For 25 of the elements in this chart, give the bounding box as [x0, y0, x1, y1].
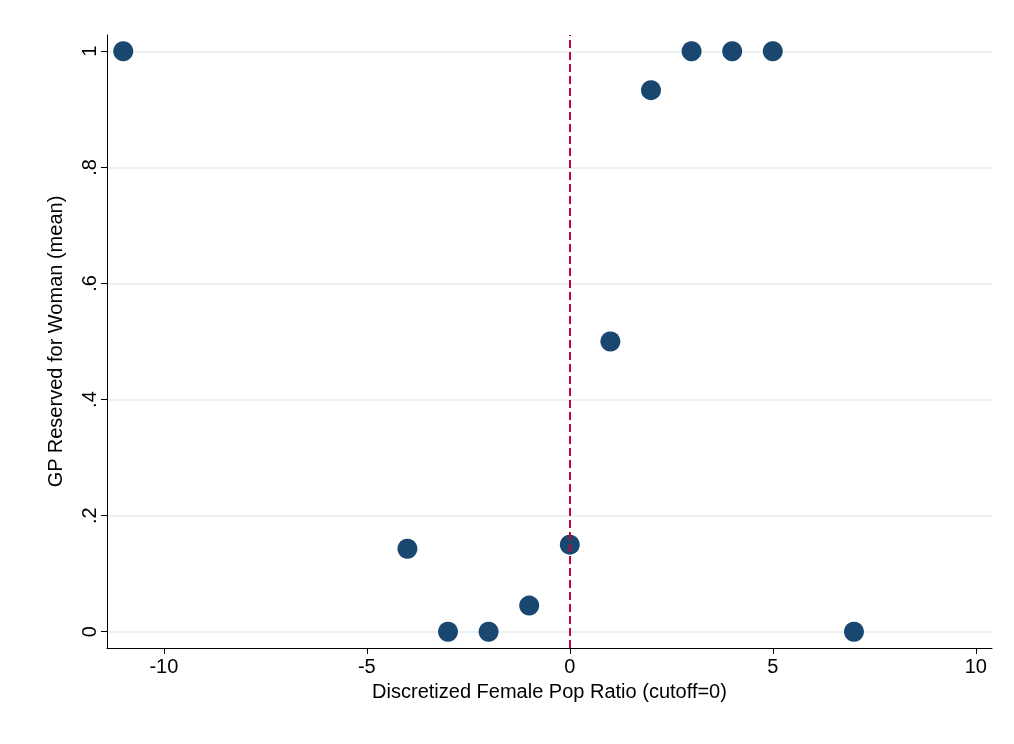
point	[843, 621, 864, 642]
point	[397, 538, 418, 559]
point	[762, 41, 783, 62]
point	[438, 621, 459, 642]
point	[681, 41, 702, 62]
y-tick-label: .8	[78, 159, 100, 176]
x-tick-label: 5	[767, 655, 779, 677]
point	[478, 621, 499, 642]
point	[519, 595, 540, 616]
x-axis-title: Discretized Female Pop Ratio (cutoff=0)	[372, 679, 727, 702]
y-tick-label: 0	[78, 626, 100, 638]
point	[559, 534, 580, 555]
y-tick-label: .6	[78, 275, 100, 292]
y-tick-label: .2	[78, 507, 100, 524]
y-axis-title: GP Reserved for Woman (mean)	[44, 195, 66, 488]
y-tick-label: .4	[78, 391, 100, 408]
x-tick-label: 0	[564, 655, 576, 677]
point	[113, 41, 134, 62]
x-tick-label: 10	[964, 655, 987, 677]
x-tick-label: -10	[149, 655, 179, 677]
point	[722, 41, 743, 62]
y-tick-label: 1	[78, 45, 100, 57]
point	[600, 331, 621, 352]
point	[641, 80, 661, 101]
x-tick-label: -5	[357, 655, 376, 677]
